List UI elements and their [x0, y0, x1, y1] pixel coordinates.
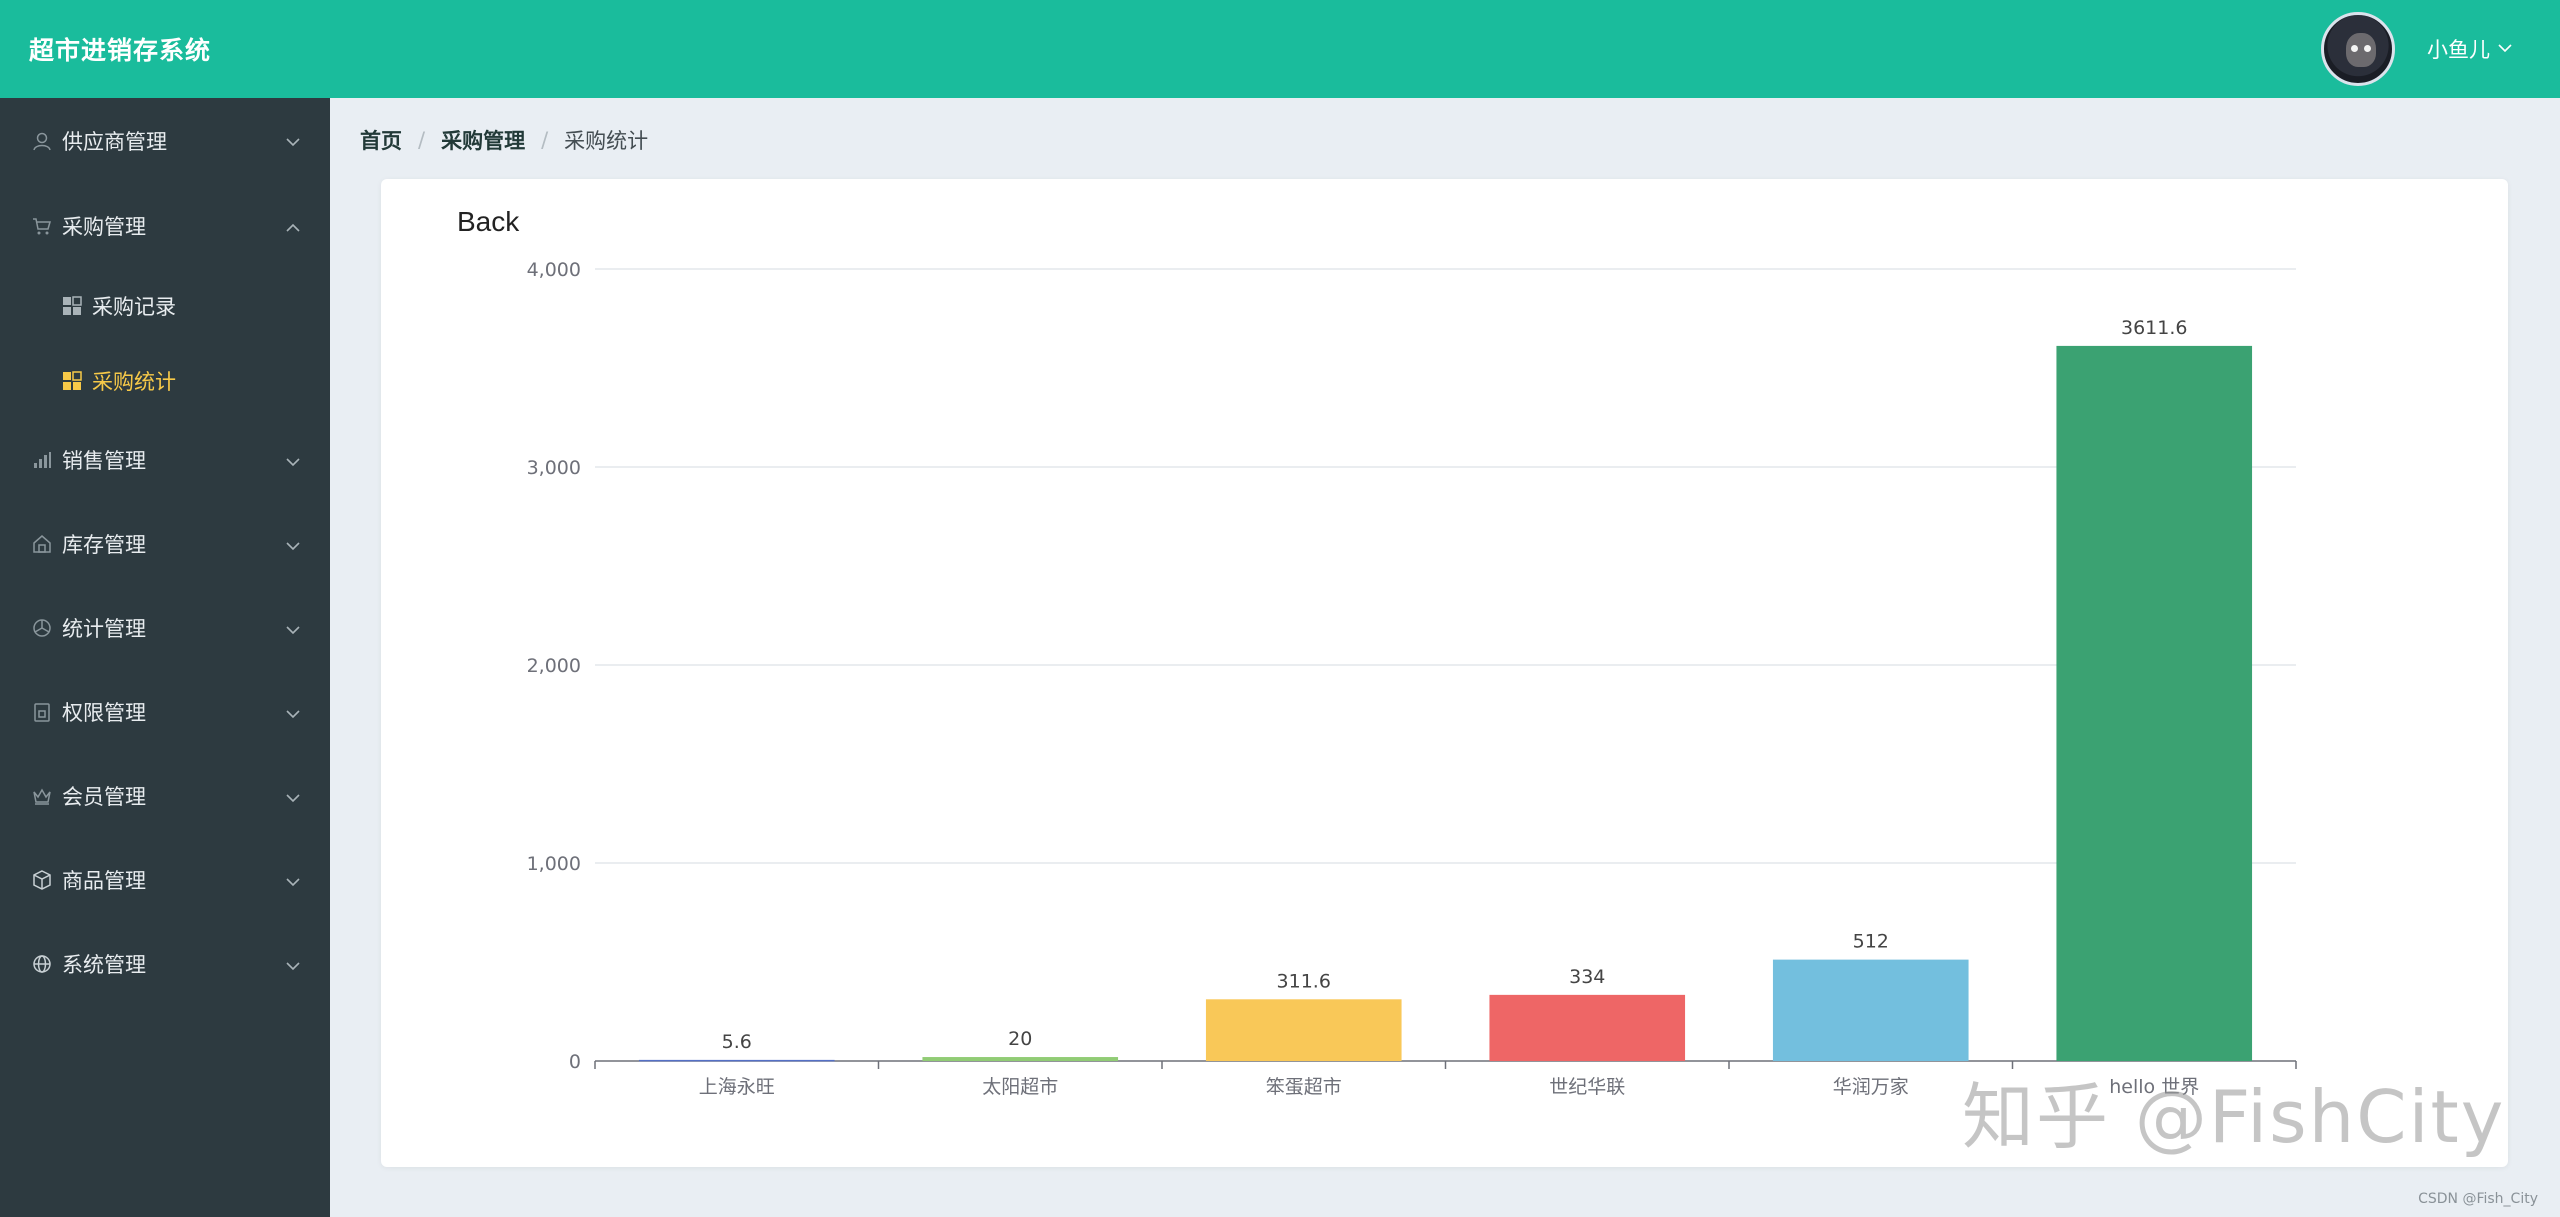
x-tick-label: 上海永旺: [699, 1076, 775, 1098]
pie-icon: [31, 617, 53, 639]
breadcrumb-separator: /: [418, 128, 426, 152]
chevron-down-icon[interactable]: [2498, 41, 2512, 57]
supplier-icon: [31, 130, 53, 152]
breadcrumb-current: 采购统计: [564, 129, 649, 153]
sidebar-item-statistics[interactable]: 统计管理: [0, 586, 330, 670]
bar: [922, 1057, 1119, 1061]
csdn-footer: CSDN @Fish_City: [2418, 1191, 2538, 1207]
bar: [638, 1059, 835, 1062]
x-tick-label: hello 世界: [2109, 1076, 2199, 1098]
y-tick-label: 4,000: [527, 259, 581, 281]
user-name[interactable]: 小鱼儿: [2427, 38, 2490, 62]
data-label: 5.6: [722, 1031, 752, 1053]
cart-icon: [31, 215, 53, 237]
sidebar-item-label: 销售管理: [62, 449, 146, 473]
chevron-down-icon: [286, 448, 300, 472]
sidebar-subitem-label: 采购统计: [92, 369, 176, 394]
data-label: 3611.6: [2121, 317, 2187, 339]
sidebar-item-permissions[interactable]: 权限管理: [0, 670, 330, 754]
bar: [1489, 994, 1686, 1061]
sidebar-item-label: 权限管理: [62, 701, 146, 725]
sidebar-item-sales[interactable]: 销售管理: [0, 418, 330, 502]
sidebar-item-products[interactable]: 商品管理: [0, 838, 330, 922]
chart-title: Back: [457, 206, 520, 237]
sidebar-subitem-purchase-records[interactable]: 采购记录: [0, 268, 330, 343]
x-tick-label: 太阳超市: [982, 1076, 1058, 1098]
y-tick-label: 0: [569, 1051, 581, 1073]
data-label: 512: [1853, 931, 1889, 953]
bar: [1205, 999, 1402, 1061]
sidebar-item-system[interactable]: 系统管理: [0, 922, 330, 1006]
sidebar-item-label: 商品管理: [62, 869, 146, 893]
sidebar-item-purchase[interactable]: 采购管理: [0, 184, 330, 268]
watermark: 知乎 @FishCity: [1962, 1075, 2506, 1159]
sidebar-item-label: 系统管理: [62, 953, 146, 977]
chevron-down-icon: [286, 128, 300, 152]
chevron-down-icon: [286, 868, 300, 892]
sidebar-item-label: 统计管理: [62, 617, 146, 641]
app-title: 超市进销存系统: [29, 36, 212, 65]
sidebar-item-label: 库存管理: [62, 533, 146, 557]
sidebar-item-label: 会员管理: [62, 785, 146, 809]
data-label: 20: [1008, 1028, 1032, 1050]
grid-icon: [62, 295, 82, 316]
sidebar-subitem-label: 采购记录: [92, 294, 176, 319]
breadcrumb-home[interactable]: 首页: [360, 129, 402, 153]
x-tick-label: 华润万家: [1833, 1076, 1909, 1098]
box-icon: [31, 869, 53, 891]
y-tick-label: 2,000: [527, 655, 581, 677]
sidebar: 供应商管理 采购管理 采购记录 采购统计 销售管理 库存管理: [0, 98, 330, 1217]
crown-icon: [31, 785, 53, 807]
chevron-up-icon: [286, 214, 300, 238]
x-tick-label: 世纪华联: [1549, 1076, 1625, 1098]
x-tick-label: 笨蛋超市: [1266, 1076, 1342, 1098]
bar: [2056, 345, 2253, 1061]
globe-icon: [31, 953, 53, 975]
y-tick-label: 3,000: [527, 457, 581, 479]
home-icon: [31, 533, 53, 555]
bar-icon: [31, 449, 53, 471]
sidebar-item-inventory[interactable]: 库存管理: [0, 502, 330, 586]
sidebar-item-members[interactable]: 会员管理: [0, 754, 330, 838]
chart-card: Back 0 1,000 2,000 3,000 4,000 5.6 上海永旺 20 太阳超市 31…: [381, 179, 2508, 1167]
breadcrumb: 首页 / 采购管理 / 采购统计: [360, 124, 648, 156]
chevron-down-icon: [286, 784, 300, 808]
data-label: 311.6: [1277, 970, 1331, 992]
bar-chart: Back 0 1,000 2,000 3,000 4,000 5.6 上海永旺 20 太阳超市 31…: [457, 206, 2297, 1098]
chevron-down-icon: [286, 616, 300, 640]
user-menu[interactable]: 小鱼儿: [2321, 12, 2512, 86]
lock-icon: [31, 701, 53, 723]
top-header: 超市进销存系统 小鱼儿: [0, 0, 2560, 98]
chevron-down-icon: [286, 700, 300, 724]
chevron-down-icon: [286, 952, 300, 976]
sidebar-item-label: 采购管理: [62, 215, 146, 239]
sidebar-subitem-purchase-stats[interactable]: 采购统计: [0, 343, 330, 418]
grid-icon: [62, 370, 82, 391]
breadcrumb-section[interactable]: 采购管理: [441, 129, 526, 153]
chevron-down-icon: [286, 532, 300, 556]
avatar[interactable]: [2321, 12, 2395, 86]
breadcrumb-separator: /: [541, 128, 549, 152]
data-label: 334: [1569, 966, 1605, 988]
sidebar-item-label: 供应商管理: [62, 130, 167, 154]
sidebar-item-supplier[interactable]: 供应商管理: [0, 98, 330, 184]
bar: [1772, 959, 1969, 1061]
y-tick-label: 1,000: [527, 853, 581, 875]
